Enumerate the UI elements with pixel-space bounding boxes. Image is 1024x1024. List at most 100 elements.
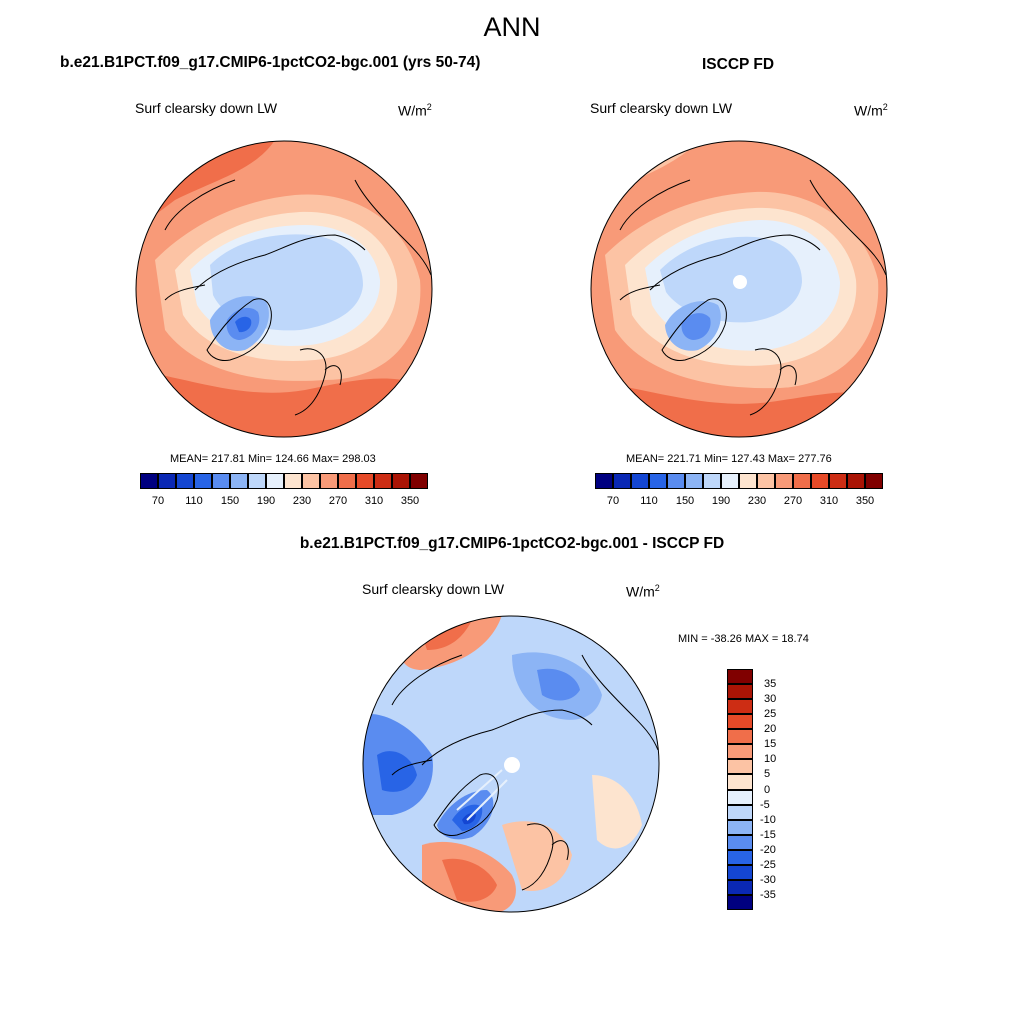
panel-3-field-warm-siberia xyxy=(592,775,642,849)
panel-2-polar-map xyxy=(590,140,888,438)
colorbar-tick-label: -35 xyxy=(760,888,776,901)
panel-2-colorbar-ticks: 70 110 150 190 230 270 310 350 xyxy=(595,495,883,509)
colorbar-swatch xyxy=(230,473,248,489)
colorbar-swatch xyxy=(727,894,753,910)
colorbar-swatch xyxy=(158,473,176,489)
colorbar-swatch xyxy=(727,714,753,730)
panel-2-units-label: W/m2 xyxy=(854,102,888,119)
colorbar-swatch xyxy=(595,473,613,489)
panel-3-map-border xyxy=(362,615,660,913)
colorbar-swatch xyxy=(727,834,753,850)
colorbar-tick-label: 70 xyxy=(606,495,620,507)
panel-3-units-label: W/m2 xyxy=(626,583,660,600)
colorbar-swatch xyxy=(266,473,284,489)
colorbar-swatch xyxy=(727,804,753,820)
colorbar-swatch xyxy=(727,849,753,865)
colorbar-tick-label: 310 xyxy=(819,495,839,507)
colorbar-swatch xyxy=(775,473,793,489)
colorbar-swatch xyxy=(829,473,847,489)
colorbar-swatch xyxy=(194,473,212,489)
colorbar-swatch xyxy=(685,473,703,489)
colorbar-tick-label: -15 xyxy=(760,828,776,841)
colorbar-swatch xyxy=(176,473,194,489)
panel-3-field-cold-siberia-core xyxy=(537,668,580,701)
panel-1-stats: MEAN= 217.81 Min= 124.66 Max= 298.03 xyxy=(170,453,376,465)
colorbar-swatch xyxy=(847,473,865,489)
panel-1-colorbar-ticks: 70 110 150 190 230 270 310 350 xyxy=(140,495,428,509)
colorbar-tick-label: 150 xyxy=(220,495,240,507)
panel-3-polar-map xyxy=(362,615,660,913)
colorbar-swatch xyxy=(284,473,302,489)
colorbar-swatch xyxy=(721,473,739,489)
panel-2-missing-pole xyxy=(733,275,747,289)
colorbar-tick-label: 350 xyxy=(400,495,420,507)
colorbar-swatch xyxy=(727,684,753,700)
colorbar-swatch xyxy=(302,473,320,489)
panel-1-coastlines xyxy=(164,179,432,416)
panel-2-field-greenland-2 xyxy=(681,313,711,340)
panel-2-stats: MEAN= 221.71 Min= 127.43 Max= 277.76 xyxy=(626,453,832,465)
colorbar-tick-label: 70 xyxy=(151,495,165,507)
colorbar-tick-label: 110 xyxy=(185,495,203,507)
colorbar-swatch xyxy=(631,473,649,489)
colorbar-tick-label: 230 xyxy=(747,495,767,507)
panel-1-map-border xyxy=(135,140,433,438)
colorbar-swatch xyxy=(392,473,410,489)
colorbar-swatch xyxy=(338,473,356,489)
panel-2-field-band-4 xyxy=(660,236,802,323)
panel-3-colorbar xyxy=(727,669,753,910)
panel-1-field-greenland-3 xyxy=(235,316,252,333)
colorbar-swatch xyxy=(727,759,753,775)
colorbar-swatch xyxy=(739,473,757,489)
panel-2-title: ISCCP FD xyxy=(702,56,775,73)
colorbar-tick-label: 15 xyxy=(764,738,777,751)
panel-1-variable-label: Surf clearsky down LW xyxy=(135,100,278,116)
colorbar-tick-label: -30 xyxy=(760,873,776,886)
colorbar-swatch xyxy=(727,729,753,745)
colorbar-swatch xyxy=(649,473,667,489)
colorbar-tick-label: -25 xyxy=(760,858,776,871)
colorbar-swatch xyxy=(613,473,631,489)
colorbar-tick-label: 0 xyxy=(764,783,771,796)
colorbar-tick-label: 190 xyxy=(711,495,731,507)
colorbar-swatch xyxy=(212,473,230,489)
colorbar-swatch xyxy=(727,864,753,880)
colorbar-swatch xyxy=(727,699,753,715)
panel-3-coastlines xyxy=(391,654,659,891)
colorbar-swatch xyxy=(727,669,753,685)
colorbar-tick-label: 20 xyxy=(764,723,777,736)
colorbar-swatch xyxy=(667,473,685,489)
colorbar-tick-label: 25 xyxy=(764,708,777,721)
panel-1-colorbar xyxy=(140,473,428,489)
colorbar-tick-label: 190 xyxy=(256,495,276,507)
colorbar-swatch xyxy=(703,473,721,489)
colorbar-tick-label: 5 xyxy=(764,768,771,781)
panel-3-title: b.e21.B1PCT.f09_g17.CMIP6-1pctCO2-bgc.00… xyxy=(299,535,725,552)
colorbar-swatch xyxy=(140,473,158,489)
figure-title: ANN xyxy=(483,12,541,42)
panel-1-units-label: W/m2 xyxy=(398,102,432,119)
colorbar-swatch xyxy=(757,473,775,489)
colorbar-swatch xyxy=(356,473,374,489)
colorbar-swatch xyxy=(410,473,428,489)
colorbar-swatch xyxy=(727,879,753,895)
colorbar-tick-label: 350 xyxy=(855,495,875,507)
panel-3-stats: MIN = -38.26 MAX = 18.74 xyxy=(678,633,809,645)
colorbar-tick-label: 230 xyxy=(292,495,312,507)
colorbar-tick-label: 10 xyxy=(764,753,777,766)
colorbar-swatch xyxy=(248,473,266,489)
colorbar-swatch xyxy=(320,473,338,489)
colorbar-swatch xyxy=(727,774,753,790)
colorbar-swatch xyxy=(727,819,753,835)
colorbar-tick-label: -10 xyxy=(760,813,776,826)
panel-3-colorbar-ticks: 35 30 25 20 15 10 5 0 -5 -10 -15 -20 -25 -30 -35 xyxy=(760,669,800,910)
colorbar-swatch xyxy=(727,744,753,760)
colorbar-swatch xyxy=(865,473,883,489)
colorbar-tick-label: 310 xyxy=(364,495,384,507)
colorbar-tick-label: 150 xyxy=(675,495,695,507)
panel-2-map-border xyxy=(590,140,888,438)
colorbar-swatch xyxy=(793,473,811,489)
colorbar-tick-label: 270 xyxy=(783,495,803,507)
colorbar-swatch xyxy=(374,473,392,489)
colorbar-tick-label: 30 xyxy=(764,693,777,706)
